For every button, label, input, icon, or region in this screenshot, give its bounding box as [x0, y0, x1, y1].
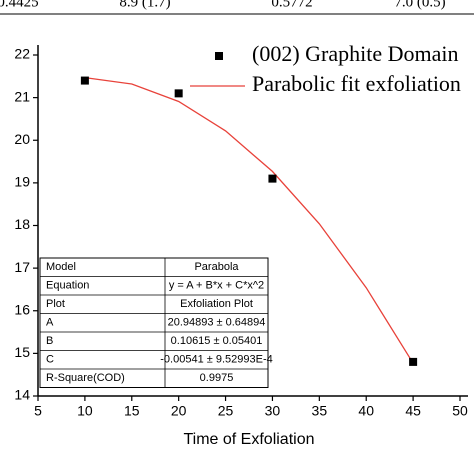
fit-line: [84, 76, 414, 364]
x-tick-label: 50: [452, 403, 468, 419]
table-cell: R-Square(COD): [46, 372, 125, 384]
x-tick-label: 45: [405, 403, 421, 419]
y-tick-label: 19: [14, 174, 30, 190]
table-cell: Model: [46, 261, 76, 273]
table-cell: Exfoliation Plot: [180, 298, 253, 310]
data-point: [409, 357, 418, 366]
x-tick-label: 35: [312, 403, 328, 419]
table-cell: 20.94893 ± 0.64894: [168, 317, 266, 329]
x-tick-label: 5: [34, 403, 42, 419]
y-tick-label: 15: [14, 344, 30, 360]
table-cell: 8.9 (1.7): [119, 0, 170, 10]
table-cell: Parabola: [194, 261, 239, 273]
table-cell: y = A + B*x + C*x^2: [169, 280, 264, 292]
y-tick-label: 17: [14, 259, 30, 275]
y-tick-label: 18: [14, 216, 30, 232]
table-cell: Equation: [46, 280, 89, 292]
x-tick-label: 25: [218, 403, 234, 419]
data-point: [174, 89, 183, 98]
y-tick-label: 22: [14, 46, 30, 62]
table-cell: B: [46, 335, 53, 347]
x-tick-label: 30: [265, 403, 281, 419]
x-tick-label: 40: [358, 403, 374, 419]
y-tick-label: 20: [14, 131, 30, 147]
table-cell: C: [46, 354, 54, 366]
table-cell: A: [46, 317, 54, 329]
y-tick-label: 16: [14, 301, 30, 317]
x-tick-label: 15: [124, 403, 140, 419]
legend-label: Parabolic fit exfoliation: [252, 71, 461, 96]
legend-marker: [215, 52, 223, 60]
table-cell: 0.4425: [0, 0, 39, 10]
data-point: [268, 174, 277, 183]
table-cell: 0.10615 ± 0.05401: [171, 335, 263, 347]
table-cell: 7.0 (0.5): [394, 0, 445, 10]
data-point: [80, 76, 89, 85]
table-cell: Plot: [46, 298, 65, 310]
x-tick-label: 10: [77, 403, 93, 419]
y-tick-label: 21: [14, 88, 30, 104]
table-cell: 0.5772: [271, 0, 312, 10]
inset-table: [39, 257, 269, 388]
x-axis-label: Time of Exfoliation: [183, 431, 314, 448]
table-cell: -0.00541 ± 9.52993E-4: [160, 354, 272, 366]
legend-label: (002) Graphite Domain: [252, 41, 459, 66]
table-cell: 0.9975: [200, 372, 234, 384]
x-tick-label: 20: [171, 403, 187, 419]
y-tick-label: 14: [14, 387, 30, 403]
